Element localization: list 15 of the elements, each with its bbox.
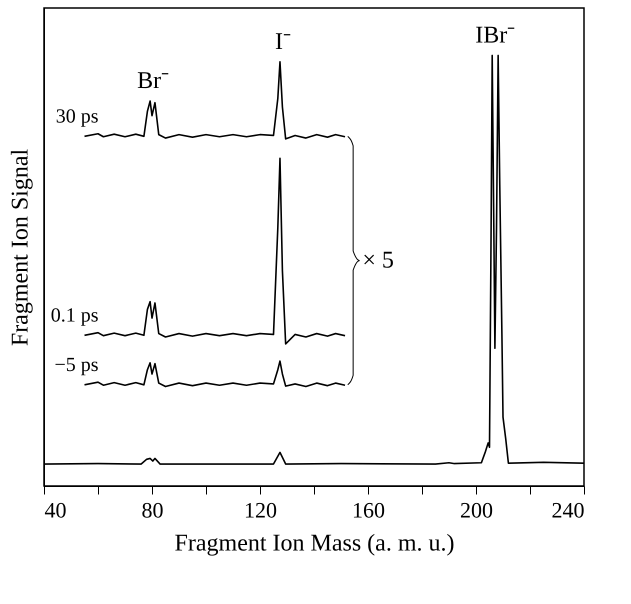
x-tick-label: 200 — [460, 498, 493, 522]
annotation: I⁻ — [274, 28, 291, 55]
series-label: 30 ps — [56, 105, 99, 128]
x-tick-label: 160 — [352, 498, 385, 522]
annotation: × 5 — [362, 248, 394, 274]
y-axis-title: Fragment Ion Signal — [8, 148, 34, 346]
x-axis-title: Fragment Ion Mass (a. m. u.) — [174, 530, 454, 556]
series-label: −5 ps — [54, 354, 99, 376]
x-tick-label: 40 — [44, 498, 66, 522]
annotation: IBr⁻ — [475, 22, 516, 48]
x-tick-label: 240 — [552, 498, 584, 522]
x-tick-label: 120 — [244, 498, 277, 522]
annotation: Br⁻ — [137, 68, 170, 94]
series-label: 0.1 ps — [50, 304, 99, 326]
x-tick-label: 80 — [142, 498, 164, 522]
